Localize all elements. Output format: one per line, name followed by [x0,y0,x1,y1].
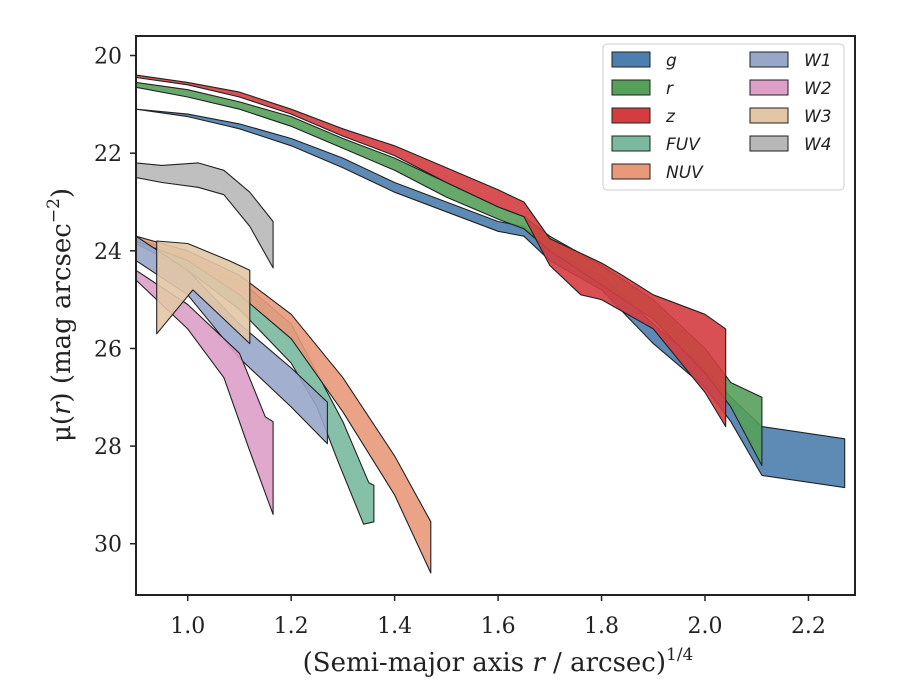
y-axis-label: μ(r) (mag arcsec−2) [44,188,77,442]
legend-swatch-w3 [749,107,789,124]
legend-label-z: z [665,107,676,127]
chart-areas [136,74,846,574]
series-area-g [136,108,846,489]
series-area-w3 [156,240,251,345]
x-tick-label: 1.2 [274,614,309,639]
x-tick-label: 1.8 [584,614,619,639]
y-axis-ticks: 20 22 24 26 28 30 [94,45,136,558]
legend-label-w4: W4 [804,135,832,155]
legend-swatch-r [611,79,651,96]
legend-label-w2: W2 [804,79,832,99]
legend-label-fuv: FUV [666,135,701,155]
y-tick-label: 20 [94,45,122,70]
y-tick-label: 26 [94,337,122,362]
x-tick-label: 1.6 [481,614,516,639]
plot-frame [135,35,856,596]
x-tick-label: 1.0 [170,614,205,639]
legend-label-nuv: NUV [666,163,704,183]
x-axis-ticks: 1.0 1.2 1.4 1.6 1.8 2.0 2.2 [170,595,826,639]
legend: grz FUV NUV W1 W2 W3 W4 [602,43,845,191]
x-axis-label: (Semi-major axis r / arcsec)1/4 [303,645,694,678]
legend-swatch-w1 [749,51,789,68]
legend-swatch-g [611,51,651,68]
legend-swatch-fuv [611,135,651,152]
legend-label-w3: W3 [804,107,832,127]
x-tick-label: 2.0 [687,614,722,639]
y-tick-label: 24 [94,240,122,265]
legend-label-g: g [666,51,677,71]
series-area-w4 [136,162,274,269]
legend-label-w1: W1 [804,51,832,71]
series-area-r [136,81,763,467]
x-tick-label: 1.4 [377,614,412,639]
legend-swatch-nuv [611,163,651,180]
y-tick-label: 28 [94,435,122,460]
y-tick-label: 22 [94,142,122,167]
legend-label-r: r [666,79,674,99]
legend-swatch-w4 [749,135,789,152]
x-tick-label: 2.2 [791,614,826,639]
legend-swatch-w2 [749,79,789,96]
series-area-z [136,74,727,428]
y-tick-label: 30 [94,533,122,558]
legend-swatch-z [611,107,651,124]
